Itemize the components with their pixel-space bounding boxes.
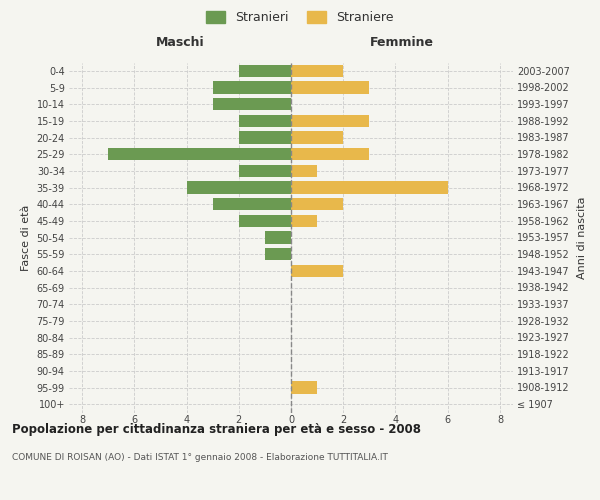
Bar bbox=[239, 164, 291, 177]
Text: COMUNE DI ROISAN (AO) - Dati ISTAT 1° gennaio 2008 - Elaborazione TUTTITALIA.IT: COMUNE DI ROISAN (AO) - Dati ISTAT 1° ge… bbox=[12, 452, 388, 462]
Y-axis label: Fasce di età: Fasce di età bbox=[21, 204, 31, 270]
Bar bbox=[291, 214, 317, 227]
Bar bbox=[291, 198, 343, 210]
Bar bbox=[291, 131, 343, 144]
Bar bbox=[239, 64, 291, 77]
Legend: Stranieri, Straniere: Stranieri, Straniere bbox=[202, 6, 398, 29]
Bar bbox=[212, 198, 291, 210]
Bar bbox=[291, 164, 317, 177]
Text: Maschi: Maschi bbox=[155, 36, 205, 49]
Bar bbox=[291, 148, 370, 160]
Bar bbox=[291, 114, 370, 127]
Bar bbox=[265, 231, 291, 244]
Bar bbox=[108, 148, 291, 160]
Bar bbox=[291, 81, 370, 94]
Bar bbox=[291, 264, 343, 277]
Bar bbox=[291, 381, 317, 394]
Y-axis label: Anni di nascita: Anni di nascita bbox=[577, 196, 587, 278]
Bar bbox=[187, 181, 291, 194]
Bar bbox=[212, 98, 291, 110]
Bar bbox=[291, 64, 343, 77]
Bar bbox=[239, 114, 291, 127]
Text: Popolazione per cittadinanza straniera per età e sesso - 2008: Popolazione per cittadinanza straniera p… bbox=[12, 422, 421, 436]
Bar bbox=[265, 248, 291, 260]
Bar bbox=[239, 214, 291, 227]
Bar bbox=[291, 181, 448, 194]
Bar bbox=[212, 81, 291, 94]
Bar bbox=[239, 131, 291, 144]
Text: Femmine: Femmine bbox=[370, 36, 434, 49]
